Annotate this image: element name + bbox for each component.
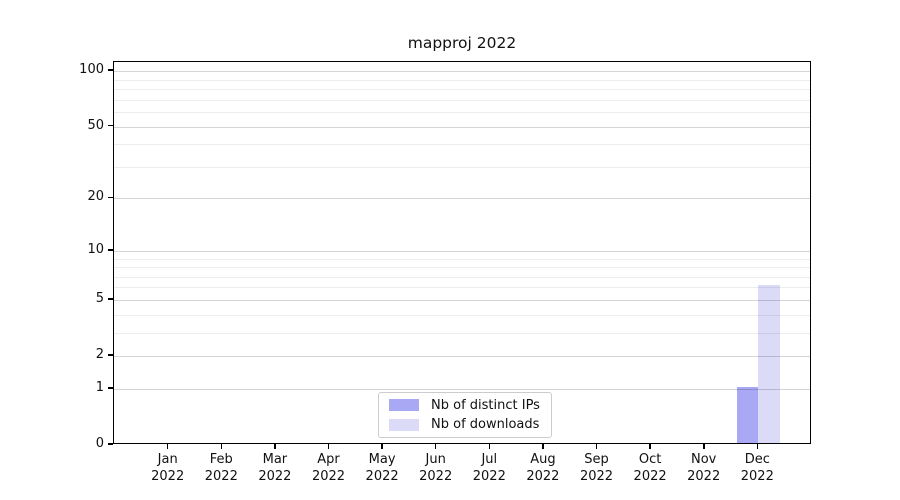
y-axis-tick [108,298,113,300]
y-axis-tick [108,196,113,199]
x-tick-label: Jul 2022 [457,452,521,485]
y-axis-tick [108,354,113,356]
gridline-minor [114,287,810,289]
x-tick-year: 2022 [687,468,721,484]
x-tick-month: Jan [157,452,178,467]
x-tick-label: Feb 2022 [189,452,253,485]
x-tick-year: 2022 [311,468,346,484]
gridline-minor [114,99,810,101]
x-axis-tick [595,444,598,449]
x-axis-tick [703,444,705,449]
x-tick-year: 2022 [365,468,399,484]
bar-nb-of-downloads [758,285,781,443]
x-tick-year: 2022 [204,468,238,484]
x-tick-month: Oct [638,452,662,467]
y-tick-label: 1 [95,379,104,395]
x-axis-tick [381,444,383,449]
x-tick-month: Nov [691,452,717,467]
gridline-minor [114,276,810,278]
x-tick-month: Feb [209,452,233,467]
x-axis-tick [756,444,759,449]
x-tick-year: 2022 [633,468,667,484]
x-tick-month: Sep [584,452,609,467]
gridline-minor [114,332,810,334]
x-axis-tick [649,444,651,449]
x-tick-label: Nov 2022 [672,452,736,485]
x-tick-month: Aug [530,452,556,467]
y-axis-tick [108,249,113,251]
gridline-minor [114,267,810,268]
x-tick-month: May [368,452,396,467]
gridline-minor [114,89,810,90]
gridline-minor [114,144,810,146]
x-tick-label: Sep 2022 [565,452,629,485]
gridline-minor [114,79,810,81]
legend-item-distinct-ips: Nb of distinct IPs [389,397,543,414]
y-axis-tick [108,69,113,71]
x-tick-label: Jun 2022 [404,452,468,485]
legend-swatch-distinct-ips [389,399,419,412]
gridline-major [114,250,810,252]
gridline-major [114,126,810,128]
x-tick-label: Dec 2022 [725,452,789,485]
y-tick-label: 100 [79,62,104,78]
gridline-major [114,356,810,357]
x-tick-month: Mar [262,452,288,467]
legend-label-downloads: Nb of downloads [431,417,540,433]
x-tick-year: 2022 [740,468,774,484]
x-tick-label: Oct 2022 [618,452,682,485]
x-tick-month: Jul [481,452,498,467]
x-axis-tick [327,444,330,449]
x-axis-tick [488,444,491,449]
gridline-minor [114,111,810,113]
gridline-major [114,388,810,390]
y-axis-tick [108,124,113,127]
gridline-minor [114,314,810,316]
x-tick-month: Apr [317,452,340,467]
x-tick-year: 2022 [472,468,506,484]
x-tick-year: 2022 [419,468,453,484]
x-axis-tick [274,444,276,449]
y-tick-label: 5 [95,290,104,306]
x-tick-label: Aug 2022 [511,452,575,485]
x-tick-year: 2022 [151,468,185,484]
y-tick-label: 2 [95,347,104,362]
x-tick-year: 2022 [526,468,560,484]
x-tick-month: Jun [425,452,446,467]
gridline-minor [114,166,810,168]
y-tick-label: 20 [87,189,104,205]
x-tick-label: Mar 2022 [243,452,307,485]
x-tick-year: 2022 [579,468,614,484]
x-tick-month: Dec [744,452,770,467]
gridline-minor [114,258,810,260]
x-tick-label: May 2022 [350,452,414,485]
y-axis-tick [108,443,113,445]
y-tick-label: 0 [95,436,104,451]
x-tick-year: 2022 [258,468,292,484]
gridline-major [114,299,810,301]
x-tick-label: Apr 2022 [297,452,361,485]
y-tick-label: 50 [87,117,104,133]
y-axis-tick [108,387,113,389]
x-axis-tick [220,444,223,449]
x-axis-tick [166,444,169,449]
bar-nb-of-distinct-ips [736,386,759,443]
gridline-major [114,198,810,200]
x-tick-label: Jan 2022 [136,452,200,485]
legend-item-downloads: Nb of downloads [389,417,543,434]
legend-swatch-downloads [389,418,419,431]
x-axis-tick [542,444,544,449]
legend: Nb of distinct IPs Nb of downloads [378,392,552,438]
chart-title: mapproj 2022 [407,34,517,52]
x-axis-tick [434,444,437,449]
legend-label-distinct-ips: Nb of distinct IPs [431,397,540,413]
plot-area [113,61,811,444]
gridline-major [114,71,810,73]
y-tick-label: 10 [87,241,104,257]
